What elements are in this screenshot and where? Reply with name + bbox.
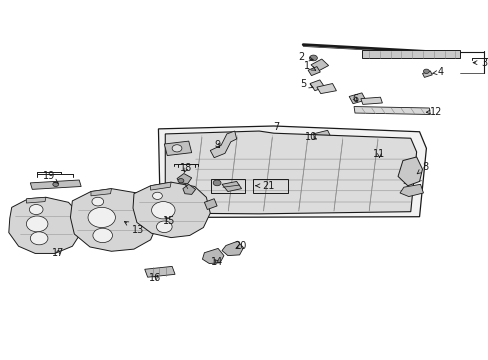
Text: 19: 19 xyxy=(42,171,58,183)
Polygon shape xyxy=(307,67,320,76)
Circle shape xyxy=(213,180,221,186)
Circle shape xyxy=(151,202,175,219)
Polygon shape xyxy=(316,84,336,94)
Polygon shape xyxy=(222,241,243,256)
Text: 20: 20 xyxy=(234,241,246,251)
Polygon shape xyxy=(177,174,191,184)
Circle shape xyxy=(178,179,183,183)
Circle shape xyxy=(423,69,428,73)
Text: 7: 7 xyxy=(273,122,279,132)
Text: 15: 15 xyxy=(163,216,175,226)
Polygon shape xyxy=(9,197,81,253)
Polygon shape xyxy=(312,130,331,142)
Polygon shape xyxy=(30,180,81,189)
Text: 17: 17 xyxy=(51,248,64,258)
Text: 10: 10 xyxy=(304,132,317,142)
Circle shape xyxy=(30,232,48,245)
Text: 1: 1 xyxy=(304,60,315,71)
Polygon shape xyxy=(204,199,217,210)
Circle shape xyxy=(309,55,317,61)
Circle shape xyxy=(26,216,48,232)
Bar xyxy=(253,179,287,193)
Text: 5: 5 xyxy=(300,78,312,89)
Polygon shape xyxy=(310,59,328,71)
Polygon shape xyxy=(150,182,171,190)
Text: 14: 14 xyxy=(210,257,223,267)
Text: 16: 16 xyxy=(149,273,162,283)
Text: 21: 21 xyxy=(255,181,274,191)
Circle shape xyxy=(156,221,172,233)
Polygon shape xyxy=(26,197,46,203)
Polygon shape xyxy=(70,189,157,251)
Polygon shape xyxy=(397,157,422,186)
Polygon shape xyxy=(353,107,429,114)
Text: 13: 13 xyxy=(124,221,144,235)
Polygon shape xyxy=(327,147,415,170)
Text: 11: 11 xyxy=(372,149,385,159)
Circle shape xyxy=(93,228,112,243)
Polygon shape xyxy=(222,181,241,192)
Polygon shape xyxy=(399,184,423,197)
Circle shape xyxy=(53,182,59,186)
Text: 3: 3 xyxy=(472,58,486,68)
Polygon shape xyxy=(91,189,111,196)
Text: 2: 2 xyxy=(298,52,313,62)
Text: 9: 9 xyxy=(214,140,220,150)
Polygon shape xyxy=(360,97,382,104)
Circle shape xyxy=(172,145,182,152)
Circle shape xyxy=(92,197,103,206)
Polygon shape xyxy=(210,131,236,158)
Text: 8: 8 xyxy=(416,162,427,174)
Polygon shape xyxy=(165,131,416,214)
Circle shape xyxy=(29,204,43,215)
Polygon shape xyxy=(158,126,426,217)
Circle shape xyxy=(152,192,162,199)
Circle shape xyxy=(402,163,414,171)
Polygon shape xyxy=(144,266,175,277)
Polygon shape xyxy=(183,184,195,194)
Polygon shape xyxy=(422,71,431,77)
Polygon shape xyxy=(164,141,191,156)
Polygon shape xyxy=(309,80,324,91)
Polygon shape xyxy=(202,248,224,264)
Polygon shape xyxy=(318,137,331,148)
Polygon shape xyxy=(133,182,210,238)
Polygon shape xyxy=(361,50,459,58)
Circle shape xyxy=(88,207,115,228)
Text: 18: 18 xyxy=(179,163,192,174)
Polygon shape xyxy=(348,93,365,104)
Text: 6: 6 xyxy=(351,94,357,104)
Text: 4: 4 xyxy=(431,67,443,77)
Bar xyxy=(211,179,245,193)
Text: 12: 12 xyxy=(426,107,442,117)
